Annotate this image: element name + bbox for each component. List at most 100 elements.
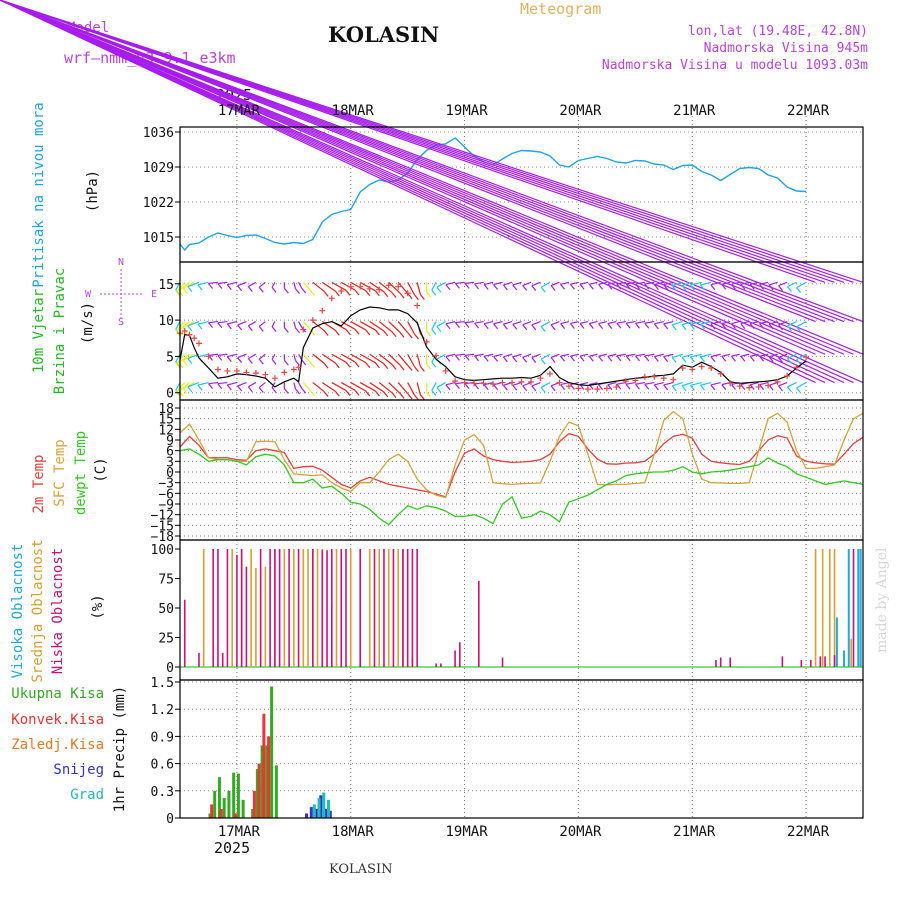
wind-barb [182,360,188,366]
wind-barb [323,362,329,369]
precip-bar [309,807,313,818]
gust-marker [423,338,430,345]
wind-barb [493,281,503,286]
wind-barb [512,356,518,363]
pressure-unit: (hPa) [85,170,101,212]
wind-barb [354,289,360,296]
wind-barb [258,286,264,293]
wind-barb [0,0,864,323]
panel-frames [179,126,864,819]
wind-barb [759,323,765,330]
wind-barb [493,323,499,330]
gust-marker [461,379,468,386]
wind-barb [197,353,209,358]
day-label-top: 18MAR [332,103,375,119]
wind-barb [731,355,736,362]
wind-barb [369,353,385,365]
gust-marker [613,383,620,390]
wind-barb [431,329,437,335]
wind-barb [369,382,385,393]
wind-barb [407,382,415,396]
wind-unit: (m/s) [80,302,96,344]
wind-barb [700,284,705,291]
wind-barb [397,353,409,367]
wind-barb [321,353,336,364]
wind-barb [374,290,380,297]
wind-barb [399,331,405,338]
model-altitude-text: Nadmorska Visina u modelu 1093.03m [601,58,868,73]
wind-barb [271,353,276,360]
wind-barb [540,358,546,365]
wind-barb [455,353,465,356]
day-label-bottom: 17MAR [218,824,261,840]
wind-barb [345,390,351,396]
compass-w: W [85,289,92,300]
wind-barb [176,281,186,293]
wind-barb [644,381,655,385]
wind-barb [671,357,677,363]
wind-barb [540,281,551,288]
wind-barb [175,353,181,363]
wind-barb [769,320,778,325]
gust-marker [594,386,601,393]
wind-barb [0,0,845,384]
wind-barb [271,387,277,394]
wind-barb [217,353,228,356]
cloud-unit: (%) [90,594,106,619]
wind-barb [663,281,674,286]
gust-marker [214,366,221,373]
wind-barb [217,281,228,285]
wind-barb [550,320,560,326]
temperature-panel-frame [179,399,864,541]
gust-marker [191,335,198,342]
wind-barb [407,282,415,296]
wind-barb [522,281,532,287]
wind-barb [226,356,232,362]
day-label-bottom: 18MAR [332,824,375,840]
wind-barb [653,284,659,290]
wind-barb [502,384,508,391]
wind-barb [721,320,731,325]
wind-barb [187,325,193,332]
gust-marker [736,383,743,390]
wind-barb [540,286,546,293]
wind-barb [399,393,405,399]
wind-barb [474,281,484,285]
wind-barb [271,358,277,365]
gust-marker [499,379,506,386]
precip-ytick-label: 0.3 [151,785,174,800]
wind-barb [359,321,376,331]
wind-barb [407,393,413,400]
wind-barb [187,281,200,288]
wind-barb [653,384,659,391]
gust-marker [338,288,345,295]
gust-marker [433,352,440,359]
wind-barb [483,284,489,290]
wind-barb [663,320,674,325]
gust-marker [546,370,553,377]
wind-barb [588,355,594,362]
gust-marker [518,378,525,385]
wind-barb [778,353,788,359]
wind-barb [378,281,393,293]
wind-barb [226,384,232,391]
wind-barb [589,353,598,357]
product-title: Meteogram [520,0,602,18]
wind-barb [413,366,419,373]
wind-barb [503,320,513,325]
wind-barb [354,361,360,368]
cloud-ytick-label: 100 [151,543,174,558]
wind-barb [208,383,214,390]
wind-barb [681,285,687,291]
wind-barb [345,361,351,368]
precip-bar [257,763,261,818]
wind-barb [740,384,746,390]
wind-barb [635,353,645,357]
wind-barb [271,326,277,333]
wind-ytick-label: 0 [166,387,174,402]
wind-barb [426,363,432,370]
wind-barb [570,320,579,325]
wind-barb [512,320,522,325]
pressure-ytick-label: 1015 [143,231,174,246]
